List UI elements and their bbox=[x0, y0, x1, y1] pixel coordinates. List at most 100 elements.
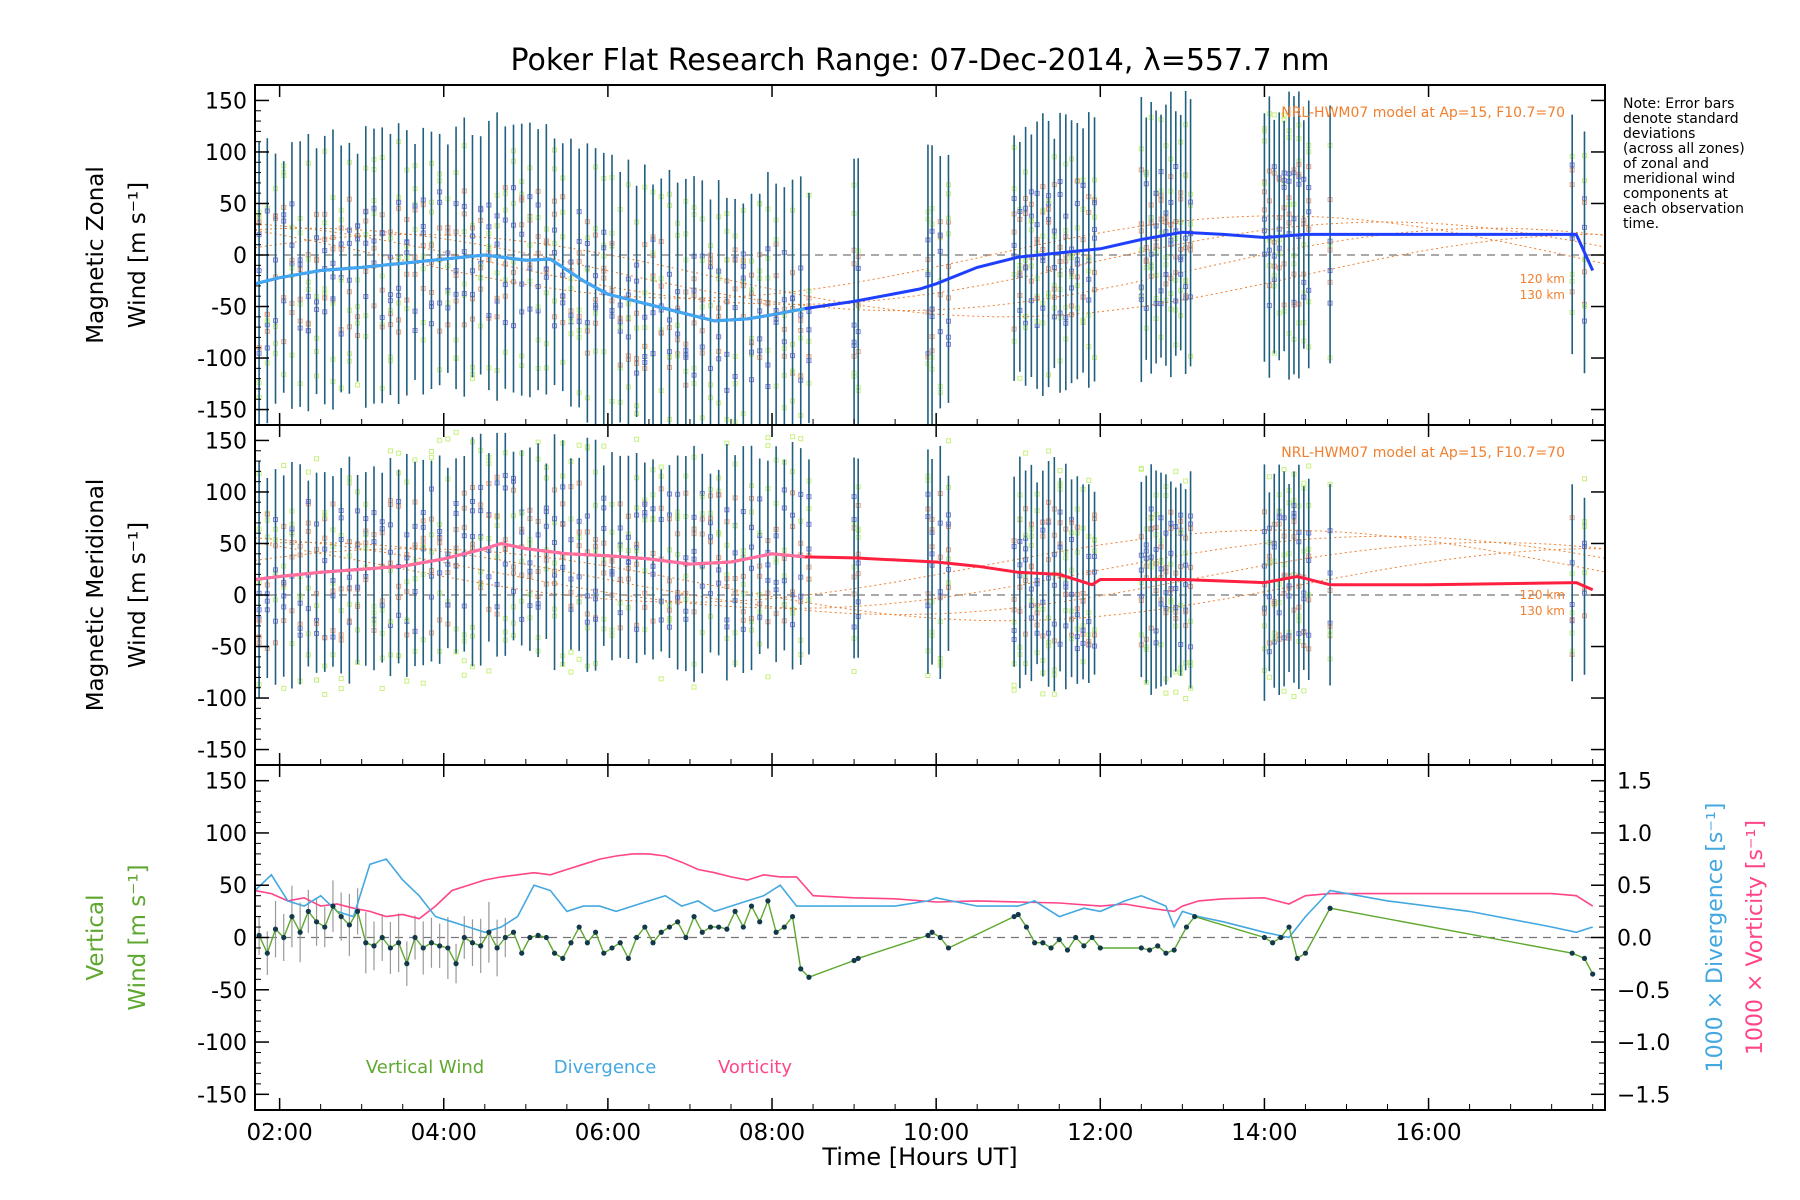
vertical-wind-point bbox=[1286, 924, 1292, 930]
y2-tick-label: −1.0 bbox=[1617, 1031, 1670, 1056]
vertical-wind-point bbox=[1138, 945, 1144, 951]
zone-wind-point bbox=[1281, 112, 1287, 118]
x-tick-label: 04:00 bbox=[411, 1120, 477, 1146]
vertical-wind-point bbox=[584, 940, 590, 946]
y-axis-title-line2: Wind [m s⁻¹] bbox=[125, 864, 151, 1010]
vertical-wind-point bbox=[1032, 940, 1038, 946]
model-height-label: 130 km bbox=[1520, 604, 1565, 618]
vertical-wind-point bbox=[1270, 940, 1276, 946]
note-line: each observation bbox=[1623, 201, 1744, 217]
vertical-wind-point bbox=[354, 908, 361, 914]
y-tick-label: 100 bbox=[205, 481, 247, 506]
vertical-wind-point bbox=[675, 919, 681, 925]
y-axis-title-line1: Magnetic Meridional bbox=[83, 479, 109, 712]
vertical-wind-point bbox=[330, 903, 336, 909]
vertical-wind-point bbox=[527, 934, 533, 941]
zone-wind-point bbox=[576, 442, 582, 448]
zone-wind-point bbox=[1281, 688, 1287, 694]
vertical-wind-point bbox=[658, 929, 664, 935]
vertical-wind-point bbox=[486, 929, 492, 935]
x-axis-tick-labels: 02:00 04:00 06:00 08:00 10:00 12:00 14:00 16:00 bbox=[246, 1120, 1461, 1146]
zone-wind-point bbox=[1301, 480, 1307, 486]
zone-wind-point bbox=[412, 457, 418, 463]
zone-wind-point bbox=[1040, 691, 1046, 697]
legend-entry: Vorticity bbox=[718, 1057, 792, 1078]
zone-wind-point bbox=[420, 680, 426, 686]
vertical-wind-point bbox=[601, 950, 607, 956]
zone-wind-point bbox=[314, 677, 320, 683]
vertical-wind-point bbox=[535, 932, 541, 939]
vertical-wind-point bbox=[1023, 924, 1030, 930]
y2-tick-label: −0.5 bbox=[1617, 979, 1670, 1004]
model-label: NRL-HWM07 model at Ap=15, F10.7=70 bbox=[1281, 105, 1565, 121]
divergence-line bbox=[255, 858, 1593, 939]
vertical-wind-point bbox=[289, 913, 295, 920]
vertical-wind-point bbox=[798, 966, 804, 972]
zone-wind-point bbox=[945, 438, 951, 444]
x-tick-label: 08:00 bbox=[739, 1120, 805, 1146]
zone-wind-point bbox=[355, 382, 361, 388]
note-line: Note: Error bars bbox=[1623, 96, 1734, 112]
y-tick-label: -50 bbox=[211, 296, 247, 321]
y-tick-label: -50 bbox=[211, 979, 247, 1004]
y-axis-title-line1: Magnetic Zonal bbox=[83, 166, 109, 344]
zone-wind-point bbox=[658, 676, 664, 682]
vorticity-line bbox=[255, 853, 1594, 920]
zonal-wind-panel: NRL-HWM07 model at Ap=15, F10.7=70 120 km… bbox=[83, 84, 1606, 426]
vertical-wind-point bbox=[1581, 955, 1588, 962]
vertical-wind-point bbox=[691, 913, 697, 920]
vertical-wind-point bbox=[1048, 945, 1054, 951]
y-tick-label: 150 bbox=[205, 429, 247, 454]
y2-tick-label: 0.0 bbox=[1617, 927, 1652, 952]
vertical-wind-point bbox=[1146, 947, 1153, 953]
vertical-wind-point bbox=[478, 943, 484, 949]
x-axis-title: Time [Hours UT] bbox=[821, 1143, 1017, 1171]
vertical-wind-point bbox=[724, 926, 730, 932]
vertical-wind-point bbox=[773, 929, 779, 935]
vertical-wind-point bbox=[716, 924, 722, 930]
vertical-wind-point bbox=[396, 940, 402, 946]
vertical-wind-point bbox=[1155, 943, 1161, 949]
vertical-wind-point bbox=[748, 903, 755, 909]
vertical-wind-point bbox=[781, 924, 787, 930]
zone-wind-point bbox=[568, 649, 574, 655]
vertical-wind-point bbox=[412, 934, 418, 941]
zone-wind-point bbox=[568, 669, 574, 675]
zone-wind-point bbox=[281, 462, 287, 468]
vertical-wind-point bbox=[925, 932, 931, 939]
zone-wind-point bbox=[576, 656, 582, 662]
zone-wind-point bbox=[1051, 691, 1057, 697]
vertical-wind-point bbox=[945, 945, 952, 951]
x-tick-label: 06:00 bbox=[575, 1120, 641, 1146]
zone-wind-point bbox=[798, 436, 804, 442]
vertical-wind-point bbox=[404, 961, 410, 967]
vertical-wind-point bbox=[666, 924, 673, 930]
vertical-wind-point bbox=[625, 955, 632, 962]
zone-wind-point bbox=[1581, 476, 1587, 482]
zone-wind-point bbox=[1301, 688, 1307, 694]
vertical-wind-point bbox=[937, 934, 943, 941]
x-tick-label: 12:00 bbox=[1067, 1120, 1133, 1146]
vertical-wind-point bbox=[1073, 934, 1079, 941]
y-axis-title-line2: Wind [m s⁻¹] bbox=[125, 182, 151, 328]
zone-wind-point bbox=[428, 448, 434, 454]
zone-wind-point bbox=[1046, 448, 1052, 454]
zone-wind-point bbox=[314, 456, 320, 462]
zone-wind-point bbox=[1011, 682, 1017, 688]
zone-wind-point bbox=[445, 436, 451, 442]
zone-wind-point bbox=[1011, 687, 1017, 693]
vertical-wind-point bbox=[1569, 950, 1575, 956]
vertical-wind-point bbox=[543, 934, 549, 941]
y-tick-label: 0 bbox=[233, 927, 247, 952]
figure-title: Poker Flat Research Range: 07-Dec-2014, … bbox=[511, 43, 1330, 78]
y-tick-label: -150 bbox=[197, 399, 247, 424]
y-tick-label: 50 bbox=[219, 532, 247, 557]
note-line: components at bbox=[1623, 186, 1729, 202]
y-axis-title-line1: Vertical bbox=[83, 894, 109, 980]
zone-wind-point bbox=[1266, 674, 1272, 680]
y2-tick-label: −1.5 bbox=[1617, 1083, 1670, 1108]
zone-wind-point bbox=[1271, 112, 1277, 118]
zone-wind-point bbox=[281, 685, 287, 691]
zone-wind-point bbox=[851, 668, 857, 674]
vertical-wind-point bbox=[1192, 913, 1198, 920]
